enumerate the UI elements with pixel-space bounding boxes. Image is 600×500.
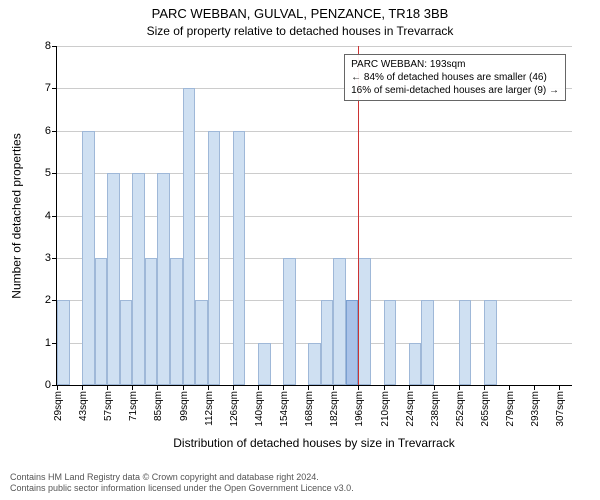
x-tick-mark [258, 385, 259, 390]
plot-area: 01234567829sqm43sqm57sqm71sqm85sqm99sqm1… [56, 46, 572, 386]
x-tick-mark [107, 385, 108, 390]
x-tick-mark [459, 385, 460, 390]
x-tick-mark [434, 385, 435, 390]
y-tick-mark [52, 258, 57, 259]
x-tick-label: 265sqm [480, 391, 491, 427]
y-tick-label: 0 [45, 379, 51, 391]
x-axis-label: Distribution of detached houses by size … [56, 436, 572, 450]
x-tick-label: 154sqm [279, 391, 290, 427]
y-tick-mark [52, 88, 57, 89]
x-tick-mark [208, 385, 209, 390]
histogram-bar [409, 343, 422, 385]
histogram-bar [107, 173, 120, 385]
histogram-bar [321, 300, 334, 385]
x-tick-mark [233, 385, 234, 390]
x-tick-mark [157, 385, 158, 390]
y-tick-label: 3 [45, 252, 51, 264]
x-tick-label: 224sqm [405, 391, 416, 427]
y-tick-label: 2 [45, 294, 51, 306]
x-tick-mark [183, 385, 184, 390]
histogram-bar [484, 300, 497, 385]
gridline [57, 131, 572, 132]
histogram-bar [283, 258, 296, 385]
x-tick-mark [409, 385, 410, 390]
histogram-bar [421, 300, 434, 385]
chart-title-main: PARC WEBBAN, GULVAL, PENZANCE, TR18 3BB [0, 6, 600, 21]
x-tick-label: 71sqm [128, 391, 139, 421]
y-tick-mark [52, 46, 57, 47]
footer-line: Contains public sector information licen… [10, 483, 354, 494]
x-tick-mark [509, 385, 510, 390]
x-tick-mark [308, 385, 309, 390]
x-tick-mark [283, 385, 284, 390]
x-tick-label: 238sqm [430, 391, 441, 427]
x-tick-mark [534, 385, 535, 390]
x-tick-label: 43sqm [78, 391, 89, 421]
x-tick-label: 168sqm [304, 391, 315, 427]
y-tick-label: 5 [45, 167, 51, 179]
x-tick-label: 210sqm [380, 391, 391, 427]
histogram-bar [459, 300, 472, 385]
x-tick-label: 196sqm [354, 391, 365, 427]
footer-line: Contains HM Land Registry data © Crown c… [10, 472, 354, 483]
histogram-bar [157, 173, 170, 385]
histogram-bar [208, 131, 221, 385]
x-tick-mark [132, 385, 133, 390]
histogram-bar [233, 131, 246, 385]
x-tick-label: 85sqm [153, 391, 164, 421]
annotation-line: PARC WEBBAN: 193sqm [351, 58, 559, 71]
y-tick-mark [52, 216, 57, 217]
x-tick-label: 140sqm [254, 391, 265, 427]
footer-attribution: Contains HM Land Registry data © Crown c… [10, 472, 354, 495]
x-tick-label: 279sqm [505, 391, 516, 427]
x-tick-label: 182sqm [329, 391, 340, 427]
x-tick-label: 126sqm [229, 391, 240, 427]
x-tick-label: 99sqm [179, 391, 190, 421]
x-tick-mark [82, 385, 83, 390]
histogram-bar [258, 343, 271, 385]
x-tick-label: 57sqm [103, 391, 114, 421]
histogram-bar [82, 131, 95, 385]
histogram-bar [132, 173, 145, 385]
x-tick-mark [384, 385, 385, 390]
histogram-bar [333, 258, 346, 385]
histogram-bar [145, 258, 158, 385]
chart-title-sub: Size of property relative to detached ho… [0, 24, 600, 38]
x-tick-label: 112sqm [204, 391, 215, 426]
x-tick-mark [559, 385, 560, 390]
x-tick-label: 293sqm [530, 391, 541, 427]
y-tick-mark [52, 131, 57, 132]
gridline [57, 46, 572, 47]
annotation-line: 16% of semi-detached houses are larger (… [351, 84, 559, 97]
histogram-bar [358, 258, 371, 385]
x-tick-mark [358, 385, 359, 390]
histogram-bar [183, 88, 196, 385]
histogram-bar [384, 300, 397, 385]
x-tick-label: 29sqm [53, 391, 64, 421]
x-tick-label: 252sqm [455, 391, 466, 427]
y-tick-label: 1 [45, 337, 51, 349]
x-tick-mark [333, 385, 334, 390]
histogram-bar [95, 258, 108, 385]
x-tick-mark [484, 385, 485, 390]
y-tick-label: 8 [45, 40, 51, 52]
histogram-bar [308, 343, 321, 385]
y-tick-mark [52, 173, 57, 174]
x-tick-mark [57, 385, 58, 390]
histogram-bar [120, 300, 133, 385]
y-axis-label: Number of detached properties [10, 46, 24, 386]
y-tick-label: 6 [45, 125, 51, 137]
y-tick-label: 7 [45, 82, 51, 94]
annotation-box: PARC WEBBAN: 193sqm ← 84% of detached ho… [344, 54, 566, 101]
annotation-line: ← 84% of detached houses are smaller (46… [351, 71, 559, 84]
x-tick-label: 307sqm [555, 391, 566, 427]
histogram-bar [170, 258, 183, 385]
histogram-bar [195, 300, 208, 385]
y-tick-label: 4 [45, 210, 51, 222]
histogram-bar [346, 300, 359, 385]
chart-container: PARC WEBBAN, GULVAL, PENZANCE, TR18 3BB … [0, 0, 600, 500]
histogram-bar [57, 300, 70, 385]
